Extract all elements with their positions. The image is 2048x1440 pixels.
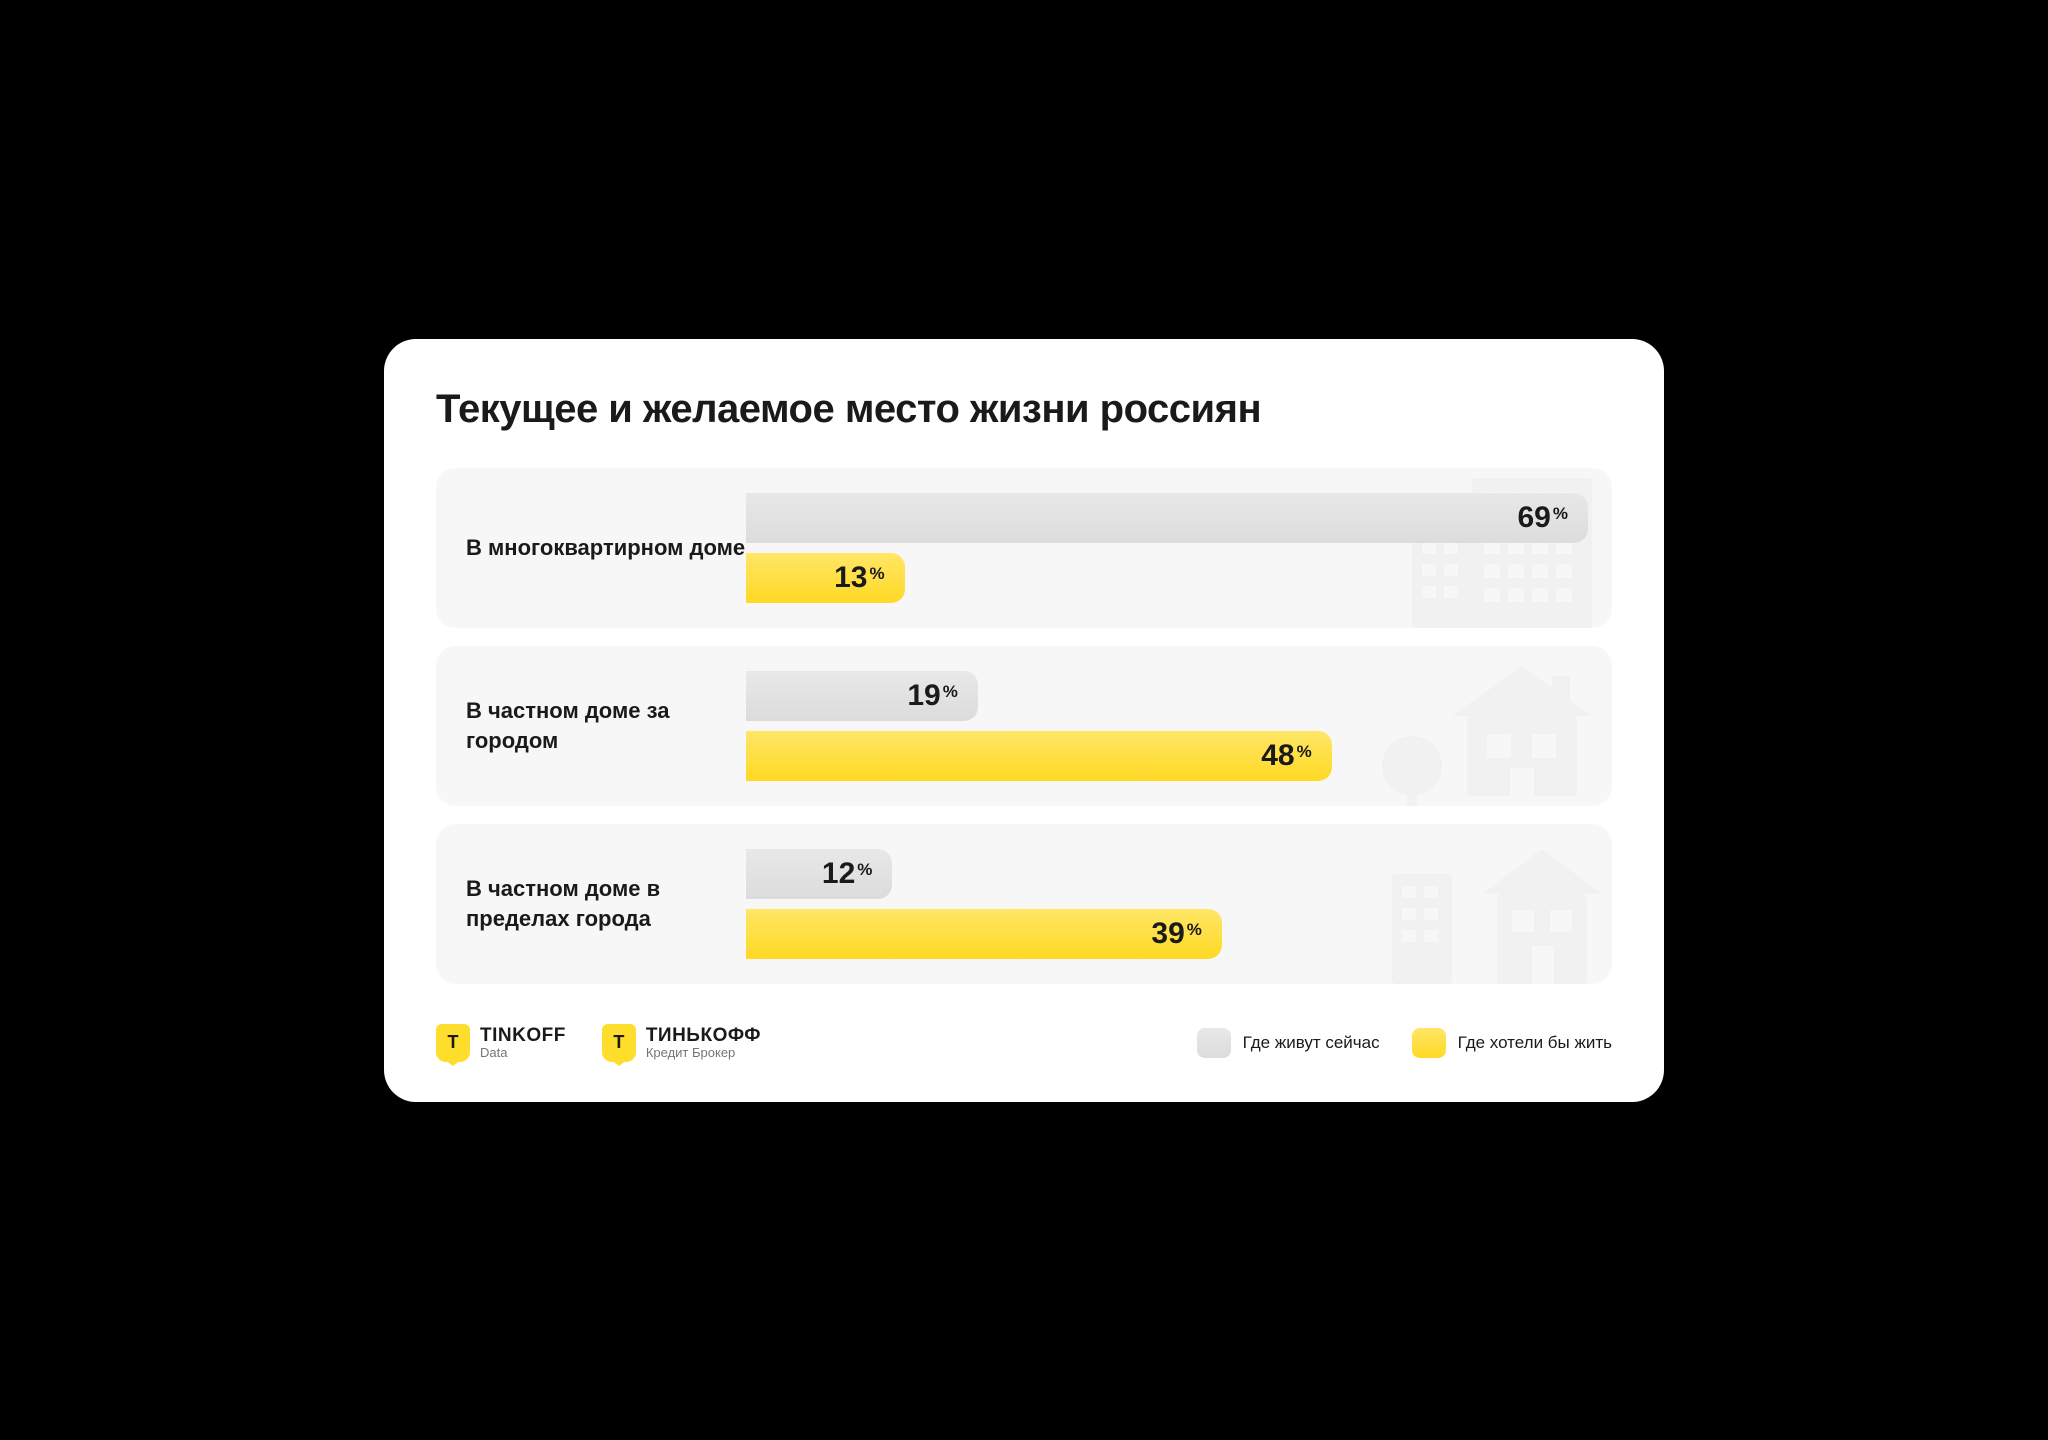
legend-item-current: Где живут сейчас bbox=[1197, 1028, 1380, 1058]
chart-row: В многоквартирном доме 69% 13% bbox=[436, 468, 1612, 628]
category-label: В частном доме за городом bbox=[466, 696, 746, 755]
infographic-card: Текущее и желаемое место жизни россиян bbox=[384, 339, 1664, 1102]
bar-value: 39 bbox=[1151, 919, 1184, 949]
bar-desired: 13% bbox=[746, 553, 905, 603]
percent-sign: % bbox=[1297, 743, 1312, 760]
bar-value: 12 bbox=[822, 859, 855, 889]
legend-swatch-icon bbox=[1197, 1028, 1231, 1058]
tinkoff-shield-icon: T bbox=[436, 1024, 470, 1062]
percent-sign: % bbox=[870, 565, 885, 582]
bar-value: 48 bbox=[1261, 741, 1294, 771]
chart-title: Текущее и желаемое место жизни россиян bbox=[436, 387, 1612, 432]
legend: Где живут сейчас Где хотели бы жить bbox=[1197, 1028, 1612, 1058]
bar-group: 19% 48% bbox=[746, 671, 1588, 781]
bar-current: 19% bbox=[746, 671, 978, 721]
bar-value: 13 bbox=[834, 563, 867, 593]
percent-sign: % bbox=[943, 683, 958, 700]
percent-sign: % bbox=[1187, 921, 1202, 938]
percent-sign: % bbox=[857, 861, 872, 878]
bar-group: 12% 39% bbox=[746, 849, 1588, 959]
bar-value: 19 bbox=[907, 681, 940, 711]
bar-group: 69% 13% bbox=[746, 493, 1588, 603]
legend-swatch-icon bbox=[1412, 1028, 1446, 1058]
legend-label: Где хотели бы жить bbox=[1458, 1033, 1612, 1053]
logo-sub-text: Data bbox=[480, 1046, 566, 1060]
logo-group: T TINKOFF Data T ТИНЬКОФФ Кредит Брокер bbox=[436, 1024, 761, 1062]
percent-sign: % bbox=[1553, 505, 1568, 522]
legend-label: Где живут сейчас bbox=[1243, 1033, 1380, 1053]
logo-main-text: ТИНЬКОФФ bbox=[646, 1026, 761, 1046]
chart-row: В частном доме в пределах города 12% 39% bbox=[436, 824, 1612, 984]
logo-sub-text: Кредит Брокер bbox=[646, 1046, 761, 1060]
category-label: В частном доме в пределах города bbox=[466, 874, 746, 933]
bar-value: 69 bbox=[1518, 503, 1551, 533]
tinkoff-data-logo: T TINKOFF Data bbox=[436, 1024, 566, 1062]
logo-main-text: TINKOFF bbox=[480, 1026, 566, 1046]
bar-current: 69% bbox=[746, 493, 1588, 543]
tinkoff-shield-icon: T bbox=[602, 1024, 636, 1062]
category-label: В многоквартирном доме bbox=[466, 533, 746, 563]
bar-desired: 48% bbox=[746, 731, 1332, 781]
chart-row: В частном доме за городом 19% 48% bbox=[436, 646, 1612, 806]
tinkoff-broker-logo: T ТИНЬКОФФ Кредит Брокер bbox=[602, 1024, 761, 1062]
bar-desired: 39% bbox=[746, 909, 1222, 959]
bar-current: 12% bbox=[746, 849, 892, 899]
chart-rows: В многоквартирном доме 69% 13% bbox=[436, 468, 1612, 984]
footer: T TINKOFF Data T ТИНЬКОФФ Кредит Брокер … bbox=[436, 1024, 1612, 1062]
legend-item-desired: Где хотели бы жить bbox=[1412, 1028, 1612, 1058]
